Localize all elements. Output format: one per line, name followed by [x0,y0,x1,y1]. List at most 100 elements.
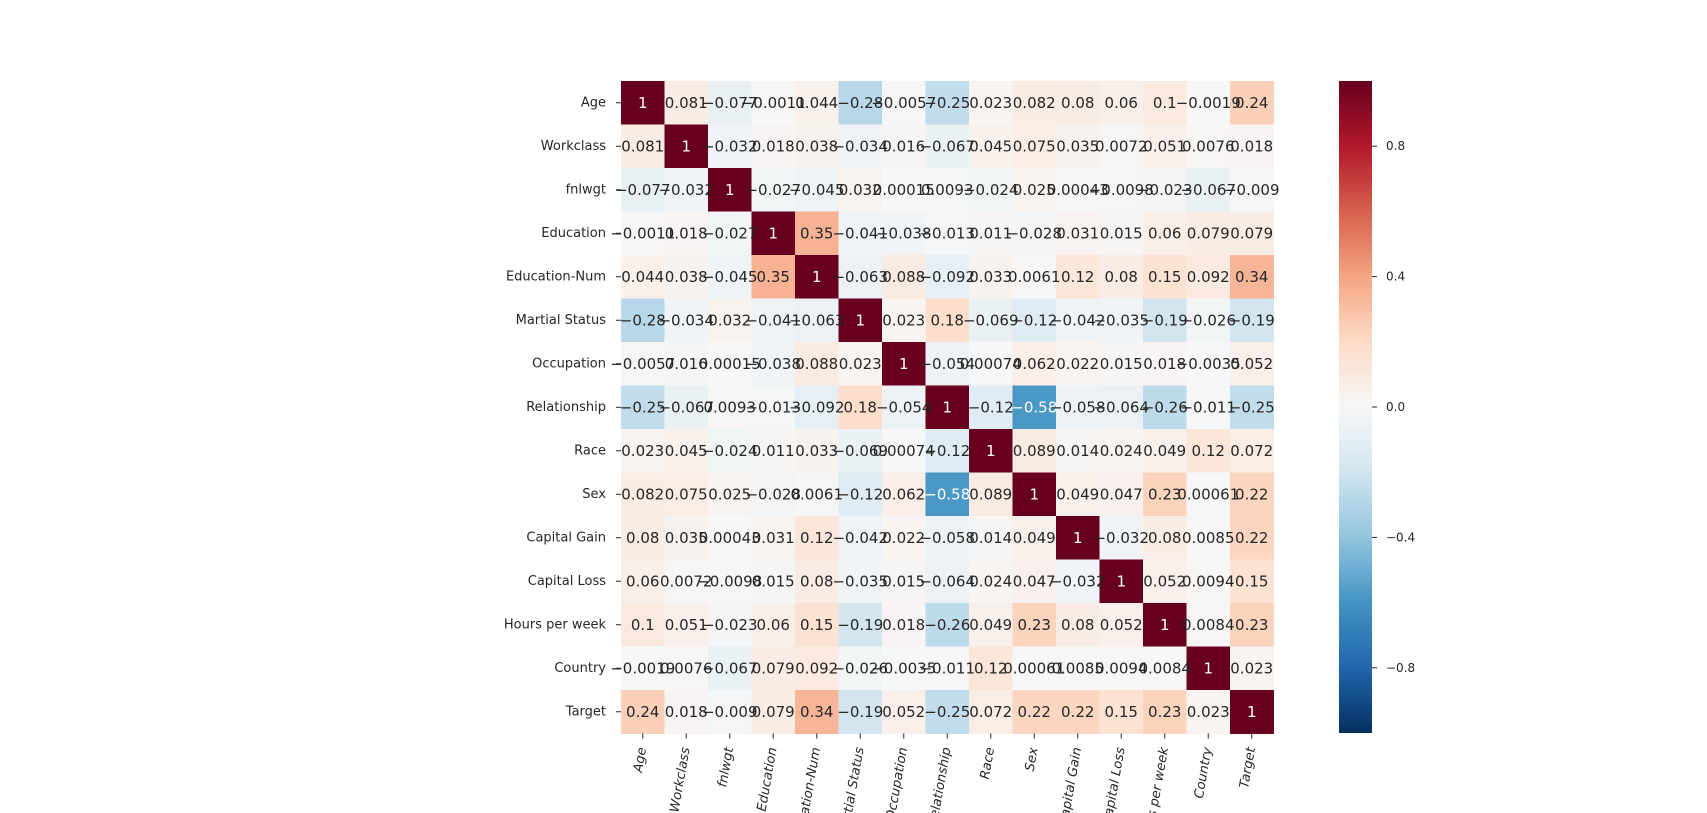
heatmap-cell-fnlwgt-relationship [925,168,970,212]
heatmap-cell-sex-occupation [882,472,926,517]
heatmap-cell-fnlwgt-fnlwgt [708,168,752,212]
cell-annotation: −0.26 [924,616,970,634]
cell-annotation: 0.00061 [1177,485,1239,503]
cell-annotation: 0.018 [882,616,925,634]
cell-annotation: 0.06 [1148,224,1181,242]
heatmap-cell-capital-gain-martial-status [838,516,883,560]
cell-annotation: −0.064 [919,572,975,590]
x-tick-label-education: Education [755,746,781,812]
heatmap-cell-education-workclass [664,211,709,256]
x-tick-label-country: Country [1192,746,1216,800]
cell-annotation: −0.12 [924,442,970,460]
heatmap-cell-hours-per-week-capital-loss [1099,603,1144,647]
cell-annotation: −0.024 [963,181,1019,199]
cell-annotation: 0.035 [1056,137,1099,155]
cell-annotation: 0.15 [1105,703,1138,721]
cell-annotation: −0.0035 [1176,355,1241,373]
cell-annotation: 0.00043 [1047,181,1109,199]
heatmap-cell-education-fnlwgt [708,211,752,256]
cell-annotation: 0.033 [795,442,838,460]
heatmap-cell-capital-gain-education [751,516,796,560]
heatmap-cell-target-martial-status [838,690,883,734]
cell-annotation: −0.0057 [610,355,675,373]
cell-annotation: 1 [681,137,691,155]
heatmap-cell-fnlwgt-workclass [664,168,709,212]
x-tick-label-capital-loss: Capital Loss [1100,746,1128,813]
cell-annotation: 0.033 [969,268,1012,286]
heatmap-cell-country-fnlwgt [708,646,752,691]
heatmap-cell-martial-status-capital-loss [1099,298,1144,343]
cell-annotation: 0.0076 [1182,137,1235,155]
cell-annotation: 0.052 [1143,572,1186,590]
x-tick-label-capital-gain: Capital Gain [1057,746,1086,813]
heatmap-cell-race-sex [1012,429,1057,473]
cell-annotation: 0.062 [882,485,925,503]
heatmap-cell-sex-relationship [925,472,970,517]
heatmap-cell-target-hours-per-week [1143,690,1187,734]
cell-annotation: 0.018 [1230,137,1273,155]
cell-annotation: −0.028 [745,485,801,503]
cell-annotation: 0.023 [882,311,925,329]
heatmap-cell-occupation-target [1230,342,1274,386]
cell-annotation: 0.0093 [704,398,757,416]
heatmap-cell-relationship-capital-loss [1099,385,1144,430]
heatmap-cell-sex-capital-gain [1056,472,1100,517]
cell-annotation: 0.018 [752,137,795,155]
heatmap-cell-fnlwgt-occupation [882,168,926,212]
heatmap-cell-target-capital-gain [1056,690,1100,734]
cell-annotation: 0.15 [1235,572,1268,590]
cell-annotation: −0.26 [1142,398,1188,416]
heatmap-cell-target-age [621,690,665,734]
cell-annotation: −0.041 [745,311,801,329]
heatmap-cell-target-relationship [925,690,970,734]
cell-annotation: −0.19 [1142,311,1188,329]
heatmap-cell-sex-race [969,472,1013,517]
heatmap-cell-relationship-country [1186,385,1231,430]
heatmap-cell-occupation-country [1186,342,1231,386]
cell-annotation: 0.00043 [699,529,761,547]
cell-annotation: 0.1 [1153,94,1177,112]
cell-annotation: −0.058 [1050,398,1106,416]
cell-annotation: −0.013 [919,224,975,242]
cell-annotation: −0.19 [837,703,883,721]
cell-annotation: 0.1 [631,616,655,634]
heatmap-cell-country-sex [1012,646,1057,691]
heatmap-cell-relationship-age [621,385,665,430]
heatmap-cell-martial-status-hours-per-week [1143,298,1187,343]
heatmap-cell-race-race [969,429,1013,473]
heatmap-cell-education-num-target [1230,255,1274,299]
x-tick-label-workclass: Workclass [667,746,693,813]
heatmap-cell-capital-gain-capital-gain [1056,516,1100,560]
cell-annotation: 0.072 [969,703,1012,721]
heatmap-cell-fnlwgt-martial-status [838,168,883,212]
heatmap-cell-race-capital-gain [1056,429,1100,473]
heatmap-cell-capital-loss-country [1186,559,1231,604]
cell-annotation: 0.062 [1013,355,1056,373]
heatmap-cell-capital-loss-education-num [795,559,839,604]
heatmap-cell-relationship-martial-status [838,385,883,430]
cell-annotation: 0.23 [1235,616,1268,634]
cell-annotation: 0.014 [1056,442,1099,460]
heatmap-cell-education-num-country [1186,255,1231,299]
cell-annotation: 0.079 [1230,224,1273,242]
cell-annotation: 0.0076 [660,659,713,677]
heatmap-cell-martial-status-education [751,298,796,343]
heatmap-cell-relationship-education [751,385,796,430]
heatmap-cell-fnlwgt-capital-gain [1056,168,1100,212]
cell-annotation: −0.009 [1224,181,1280,199]
heatmap-cell-target-workclass [664,690,709,734]
heatmap-cell-capital-loss-martial-status [838,559,883,604]
heatmap-cell-education-occupation [882,211,926,256]
heatmap-cell-age-race [969,81,1013,125]
heatmap-cell-target-education-num [795,690,839,734]
heatmap-cell-country-relationship [925,646,970,691]
cell-annotation: 1 [1073,529,1083,547]
heatmap-cell-race-fnlwgt [708,429,752,473]
cell-annotation: −0.026 [1180,311,1236,329]
heatmap-cell-workclass-education-num [795,124,839,169]
heatmap-cell-target-occupation [882,690,926,734]
heatmap-cell-fnlwgt-race [969,168,1013,212]
heatmap-cell-occupation-fnlwgt [708,342,752,386]
cell-annotation: −0.058 [919,529,975,547]
